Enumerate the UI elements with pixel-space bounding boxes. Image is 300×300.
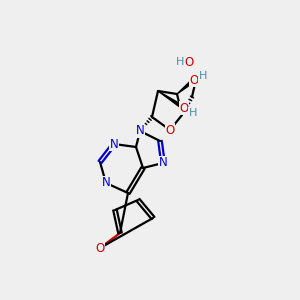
- Text: O: O: [179, 101, 189, 115]
- Polygon shape: [158, 91, 185, 110]
- Text: H: H: [199, 71, 207, 81]
- Text: O: O: [189, 74, 199, 86]
- Polygon shape: [177, 79, 195, 94]
- Text: N: N: [102, 176, 110, 190]
- Text: H: H: [176, 57, 184, 67]
- Text: N: N: [110, 137, 118, 151]
- Text: H: H: [189, 108, 197, 118]
- Text: O: O: [184, 56, 194, 68]
- Text: N: N: [136, 124, 144, 137]
- Text: O: O: [165, 124, 175, 136]
- Text: N: N: [159, 157, 167, 169]
- Text: O: O: [95, 242, 105, 254]
